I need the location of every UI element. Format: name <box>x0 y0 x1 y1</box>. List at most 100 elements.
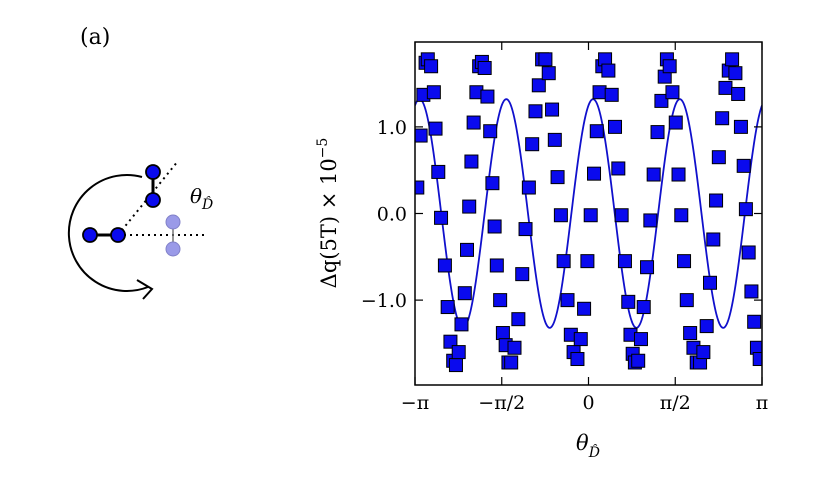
ghost-atom <box>165 241 181 257</box>
data-point <box>448 358 463 373</box>
data-point <box>665 85 680 100</box>
data-point <box>415 180 425 195</box>
angle-label: θD̂ <box>190 184 213 213</box>
data-point <box>677 254 692 269</box>
data-point <box>608 119 623 134</box>
data-point <box>679 293 694 308</box>
rotation-arrow-arc <box>67 174 149 292</box>
data-point <box>428 121 443 136</box>
data-point <box>604 87 619 102</box>
data-point <box>683 326 698 341</box>
data-point <box>443 334 458 349</box>
data-point <box>431 164 446 179</box>
data-point <box>580 254 595 269</box>
data-point <box>601 63 616 78</box>
data-point <box>521 180 536 195</box>
data-point <box>725 52 740 67</box>
data-point <box>528 104 543 119</box>
ghost-atom <box>165 214 181 230</box>
data-point <box>640 260 655 275</box>
data-point <box>731 86 746 101</box>
data-point <box>633 332 648 347</box>
data-point <box>589 124 604 139</box>
data-point <box>611 161 626 176</box>
data-point <box>744 284 759 299</box>
y-axis-label: Δq(5T) × 10−5 <box>315 138 341 289</box>
data-point <box>493 293 508 308</box>
data-point <box>636 300 651 315</box>
data-point <box>674 208 689 223</box>
data-point <box>718 80 733 95</box>
data-point <box>646 167 661 182</box>
rotation-schematic: θD̂ <box>67 160 213 300</box>
x-tick-label: 0 <box>582 392 594 414</box>
data-point <box>460 242 474 257</box>
data-point <box>709 193 724 208</box>
data-point <box>538 52 553 67</box>
data-point <box>556 254 571 269</box>
data-point <box>614 208 629 223</box>
data-point <box>617 254 632 269</box>
data-point <box>650 125 665 140</box>
axis-ticks: −π −π/2 0 π/2 π 1.0 0.0 −1.0 <box>361 42 768 414</box>
data-point <box>573 332 588 347</box>
data-point <box>699 319 714 334</box>
data-point <box>570 352 585 367</box>
data-point <box>451 345 466 360</box>
data-point <box>462 199 477 214</box>
data-point <box>507 340 522 355</box>
vertical-dimer <box>145 164 161 208</box>
data-point <box>550 170 565 185</box>
data-point <box>583 208 598 223</box>
fit-curve-layer <box>415 98 762 329</box>
data-point <box>454 317 469 332</box>
y-tick-label: 0.0 <box>377 204 407 226</box>
data-point <box>592 85 607 100</box>
data-point <box>477 60 492 75</box>
dimer-atom <box>145 164 161 180</box>
ghost-dimer <box>165 214 181 257</box>
data-point <box>440 300 455 315</box>
data-point <box>485 176 500 191</box>
data-markers <box>415 52 762 373</box>
dimer-atom <box>110 227 126 243</box>
data-point <box>553 208 568 223</box>
data-point <box>733 119 748 134</box>
data-point <box>466 115 481 130</box>
x-tick-label: π <box>756 392 769 414</box>
x-tick-label: π/2 <box>660 392 691 414</box>
plot: −π −π/2 0 π/2 π 1.0 0.0 −1.0 θD̂ Δq(5T) × 10−5 <box>315 41 768 461</box>
data-point <box>515 267 530 282</box>
data-point <box>457 286 472 301</box>
data-point <box>662 59 677 74</box>
data-point <box>621 294 636 309</box>
data-point <box>668 115 683 130</box>
data-point <box>577 301 592 316</box>
data-point <box>560 293 575 308</box>
data-point <box>715 111 730 126</box>
data-point <box>741 245 756 260</box>
data-point <box>711 150 726 165</box>
y-tick-label: 1.0 <box>377 117 407 139</box>
data-point <box>643 213 658 228</box>
data-point <box>587 166 602 181</box>
data-point <box>631 353 646 368</box>
data-point <box>464 154 479 169</box>
data-point <box>752 352 762 367</box>
x-tick-label: −π/2 <box>478 392 525 414</box>
data-point <box>541 66 556 81</box>
data-point <box>426 85 441 100</box>
data-point <box>654 93 669 108</box>
data-point <box>545 102 560 117</box>
data-point <box>671 167 686 182</box>
data-point <box>696 345 711 360</box>
data-point <box>480 89 495 104</box>
data-point <box>437 258 452 273</box>
data-point <box>489 258 504 273</box>
data-point <box>738 202 753 217</box>
data-point <box>747 314 762 329</box>
data-point <box>487 219 502 234</box>
dimer-atom <box>82 227 98 243</box>
data-point <box>504 355 519 370</box>
